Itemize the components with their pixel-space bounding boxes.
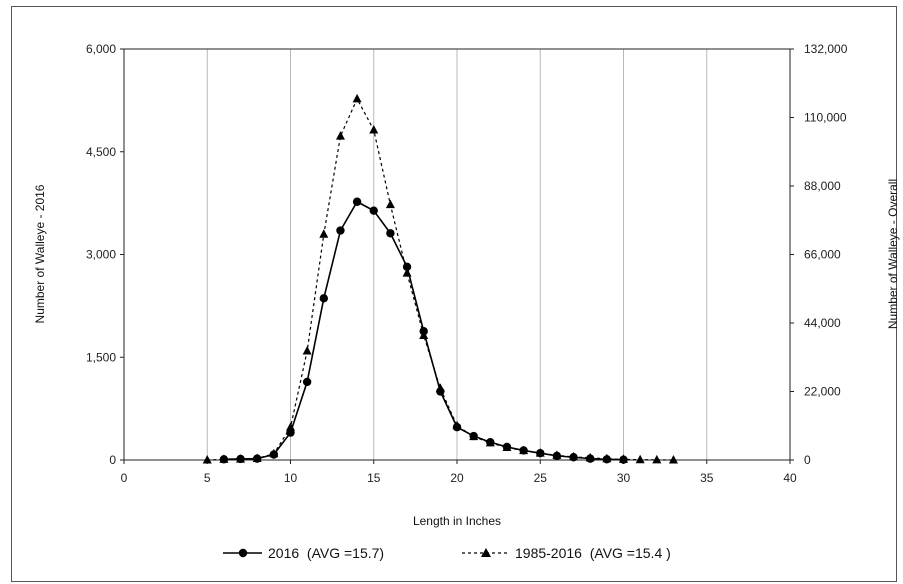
data-point-2016 (386, 229, 395, 238)
data-point-1985-2016 (319, 229, 329, 238)
data-point-2016 (469, 431, 478, 441)
data-point-2016 (486, 437, 495, 447)
y-left-tick-label: 6,000 (86, 42, 116, 56)
left-y-axis-ticks: 0 1,500 3,000 4,500 6,000 (86, 42, 124, 467)
data-point-2016 (302, 377, 312, 387)
right-y-axis-title: Number of Walleye - Overall (886, 179, 900, 329)
x-tick-label: 35 (700, 471, 714, 485)
data-point-2016 (569, 453, 578, 462)
data-point-2016 (402, 262, 412, 272)
data-point-2016 (436, 387, 445, 396)
data-point-1985-2016 (668, 455, 678, 464)
y-right-tick-label: 0 (804, 453, 811, 467)
data-point-2016 (219, 455, 229, 464)
data-point-1985-2016 (352, 93, 362, 103)
data-point-2016 (602, 455, 612, 464)
vertical-gridlines (206, 49, 708, 460)
data-point-2016 (336, 226, 345, 235)
series-2016 (219, 197, 628, 464)
left-y-axis-title: Number of Walleye - 2016 (33, 184, 47, 323)
x-tick-label: 25 (534, 471, 548, 485)
data-point-2016 (352, 197, 362, 206)
data-point-1985-2016 (335, 131, 345, 140)
x-tick-label: 20 (450, 471, 464, 485)
data-point-2016 (502, 442, 512, 452)
data-point-2016 (586, 454, 595, 463)
y-left-tick-label: 1,500 (86, 350, 116, 364)
x-tick-label: 40 (783, 471, 797, 485)
x-tick-label: 15 (367, 471, 381, 485)
data-point-2016 (286, 428, 295, 437)
data-point-2016 (619, 455, 628, 464)
data-point-1985-2016 (652, 454, 662, 464)
series-1985-2016 (202, 93, 678, 464)
data-point-1985-2016 (202, 455, 212, 464)
legend-marker-2016 (238, 548, 248, 558)
legend: 2016 (AVG =15.7) 1985-2016 (AVG =15.4 ) (223, 545, 671, 561)
data-point-2016 (536, 448, 545, 458)
y-left-tick-label: 3,000 (86, 248, 116, 262)
legend-label-1985-2016: 1985-2016 (AVG =15.4 ) (515, 545, 671, 561)
data-point-1985-2016 (635, 454, 645, 464)
x-axis-title: Length in Inches (413, 514, 501, 528)
legend-marker-1985-2016 (481, 548, 491, 557)
y-right-tick-label: 22,000 (804, 385, 841, 399)
chart-frame (11, 6, 897, 582)
y-right-tick-label: 132,000 (804, 42, 848, 56)
data-point-2016 (519, 446, 528, 455)
data-point-2016 (419, 327, 428, 336)
data-point-1985-2016 (302, 346, 312, 355)
y-left-tick-label: 4,500 (86, 145, 116, 159)
data-point-2016 (552, 451, 562, 461)
y-right-tick-label: 88,000 (804, 179, 841, 193)
series-line-1985-2016 (207, 97, 674, 461)
data-point-2016 (452, 422, 462, 432)
data-point-2016 (269, 450, 279, 459)
x-axis-ticks: 0 5 10 15 20 25 30 35 40 (121, 460, 797, 485)
y-right-tick-label: 44,000 (804, 316, 841, 330)
y-right-tick-label: 110,000 (804, 111, 847, 125)
y-right-tick-label: 66,000 (804, 248, 841, 262)
data-point-2016 (369, 206, 378, 215)
right-y-axis-ticks: 0 22,000 44,000 66,000 88,000 110,000 132,000 (790, 42, 848, 467)
data-point-2016 (253, 454, 262, 463)
data-point-2016 (319, 294, 328, 303)
legend-label-2016: 2016 (AVG =15.7) (268, 545, 384, 561)
data-point-1985-2016 (369, 124, 379, 134)
data-point-1985-2016 (385, 199, 395, 209)
data-point-2016 (236, 454, 245, 464)
x-tick-label: 5 (204, 471, 211, 485)
x-tick-label: 0 (121, 471, 128, 485)
x-tick-label: 10 (284, 471, 298, 485)
y-left-tick-label: 0 (109, 453, 116, 467)
data-point-1985-2016 (286, 422, 295, 431)
x-tick-label: 30 (617, 471, 631, 485)
